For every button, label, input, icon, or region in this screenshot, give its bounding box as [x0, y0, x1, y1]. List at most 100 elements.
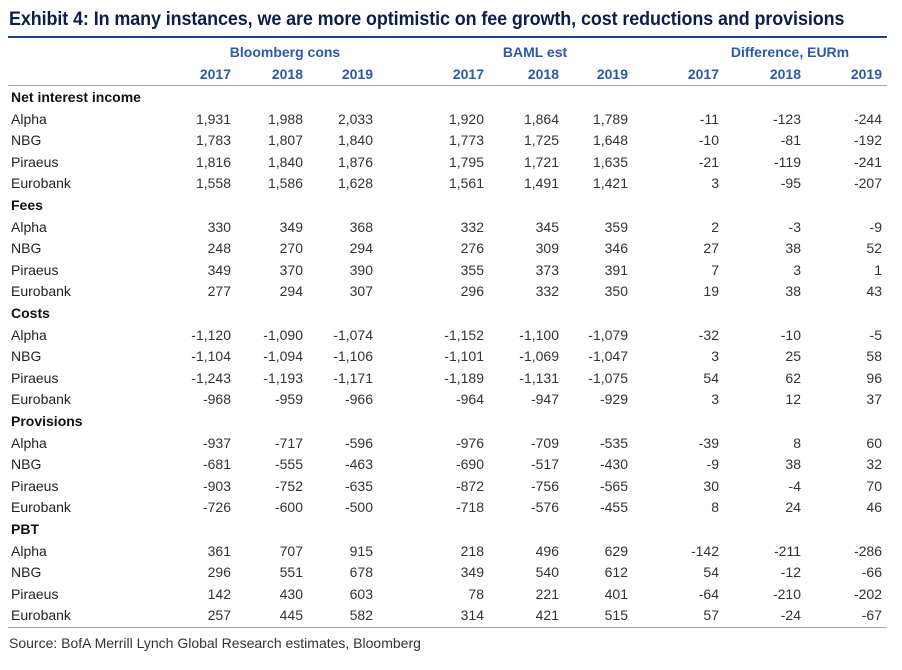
- value-cell: -1,189: [444, 369, 484, 386]
- value-cell: 603: [349, 585, 373, 602]
- value-cell: -123: [772, 110, 801, 127]
- year-header: 2019: [850, 66, 882, 82]
- value-cell: -726: [202, 499, 231, 516]
- value-cell: -24: [780, 607, 801, 624]
- value-cell: -39: [698, 434, 719, 451]
- bank-name: Piraeus: [11, 477, 59, 494]
- bank-name: Eurobank: [11, 499, 71, 516]
- value-cell: 1,561: [448, 175, 484, 192]
- year-header: 2019: [341, 66, 373, 82]
- table-row: Piraeus 1,816 1,840 1,876 1,795 1,721 1,635 -21…: [0, 152, 902, 173]
- value-cell: 1,773: [448, 132, 484, 149]
- value-cell: -463: [344, 456, 373, 473]
- table-row: Alpha -937 -717 -596 -976 -709 -535 -39 8 60: [0, 433, 902, 454]
- value-cell: 294: [279, 283, 303, 300]
- value-cell: 307: [349, 283, 373, 300]
- value-cell: 349: [460, 564, 484, 581]
- value-cell: -718: [455, 499, 484, 516]
- value-cell: 2: [711, 218, 719, 235]
- value-cell: 314: [460, 607, 484, 624]
- value-cell: 294: [349, 240, 373, 257]
- value-cell: -67: [861, 607, 882, 624]
- table-row: Piraeus -903 -752 -635 -872 -756 -565 30 -4 70: [0, 476, 902, 497]
- value-cell: -1,100: [519, 326, 559, 343]
- table-row: NBG 248 270 294 276 309 346 27 38 52: [0, 238, 902, 259]
- value-cell: 582: [349, 607, 373, 624]
- bank-name: Alpha: [11, 110, 47, 127]
- value-cell: 330: [207, 218, 231, 235]
- value-cell: -1,101: [444, 348, 484, 365]
- value-cell: -1,120: [191, 326, 231, 343]
- value-cell: 350: [604, 283, 628, 300]
- section-title: Net interest income: [11, 89, 141, 105]
- value-cell: 1,586: [267, 175, 303, 192]
- value-cell: -1,069: [519, 348, 559, 365]
- value-cell: 515: [604, 607, 628, 624]
- value-cell: -202: [853, 585, 882, 602]
- value-cell: -964: [455, 391, 484, 408]
- group-header-bloomberg: Bloomberg cons: [229, 44, 341, 60]
- value-cell: -717: [274, 434, 303, 451]
- value-cell: -500: [344, 499, 373, 516]
- value-cell: -11: [699, 110, 719, 127]
- value-cell: 32: [866, 456, 882, 473]
- value-cell: -1,152: [444, 326, 484, 343]
- value-cell: 629: [604, 542, 628, 559]
- value-cell: -12: [780, 564, 801, 581]
- value-cell: 38: [785, 283, 801, 300]
- value-cell: -752: [274, 477, 303, 494]
- section-header-row: PBT: [0, 519, 902, 540]
- value-cell: 1,491: [523, 175, 559, 192]
- value-cell: 349: [207, 261, 231, 278]
- value-cell: 359: [604, 218, 628, 235]
- value-cell: -555: [274, 456, 303, 473]
- value-cell: 1,421: [592, 175, 628, 192]
- value-cell: 346: [604, 240, 628, 257]
- value-cell: -286: [853, 542, 882, 559]
- value-cell: 361: [207, 542, 231, 559]
- bank-name: NBG: [11, 564, 42, 581]
- value-cell: -1,074: [333, 326, 373, 343]
- value-cell: 1,635: [592, 153, 628, 170]
- value-cell: 58: [866, 348, 882, 365]
- value-cell: 1,558: [195, 175, 231, 192]
- bank-name: Alpha: [11, 542, 47, 559]
- value-cell: 96: [866, 369, 882, 386]
- table-row: NBG -1,104 -1,094 -1,106 -1,101 -1,069 -1,047 3…: [0, 346, 902, 367]
- bank-name: Eurobank: [11, 283, 71, 300]
- value-cell: 1,920: [448, 110, 484, 127]
- value-cell: -4: [788, 477, 801, 494]
- bank-name: NBG: [11, 132, 42, 149]
- value-cell: -690: [455, 456, 484, 473]
- value-cell: 551: [279, 564, 303, 581]
- year-header: 2019: [596, 66, 628, 82]
- table-row: Piraeus 142 430 603 78 221 401 -64 -210 -202: [0, 584, 902, 605]
- value-cell: 24: [785, 499, 801, 516]
- value-cell: -21: [698, 153, 719, 170]
- value-cell: 445: [279, 607, 303, 624]
- value-cell: 8: [711, 499, 719, 516]
- value-cell: 915: [349, 542, 373, 559]
- header-divider: [8, 85, 887, 86]
- value-cell: 612: [604, 564, 628, 581]
- value-cell: 3: [711, 348, 719, 365]
- table-row: NBG -681 -555 -463 -690 -517 -430 -9 38 32: [0, 454, 902, 475]
- value-cell: -1,075: [588, 369, 628, 386]
- table-row: Piraeus -1,243 -1,193 -1,171 -1,189 -1,131 -1,…: [0, 368, 902, 389]
- value-cell: -937: [202, 434, 231, 451]
- value-cell: 1,795: [448, 153, 484, 170]
- table-row: Piraeus 349 370 390 355 373 391 7 3 1: [0, 260, 902, 281]
- value-cell: 1,931: [195, 110, 231, 127]
- value-cell: 373: [535, 261, 559, 278]
- year-header: 2017: [199, 66, 231, 82]
- table-row: Alpha 330 349 368 332 345 359 2 -3 -9: [0, 217, 902, 238]
- section-header-row: Net interest income: [0, 87, 902, 108]
- bank-name: NBG: [11, 348, 42, 365]
- value-cell: -600: [274, 499, 303, 516]
- value-cell: 43: [866, 283, 882, 300]
- year-header: 2018: [271, 66, 303, 82]
- group-header-difference: Difference, EURm: [730, 44, 850, 60]
- value-cell: -903: [202, 477, 231, 494]
- bank-name: Piraeus: [11, 153, 59, 170]
- bank-name: NBG: [11, 456, 42, 473]
